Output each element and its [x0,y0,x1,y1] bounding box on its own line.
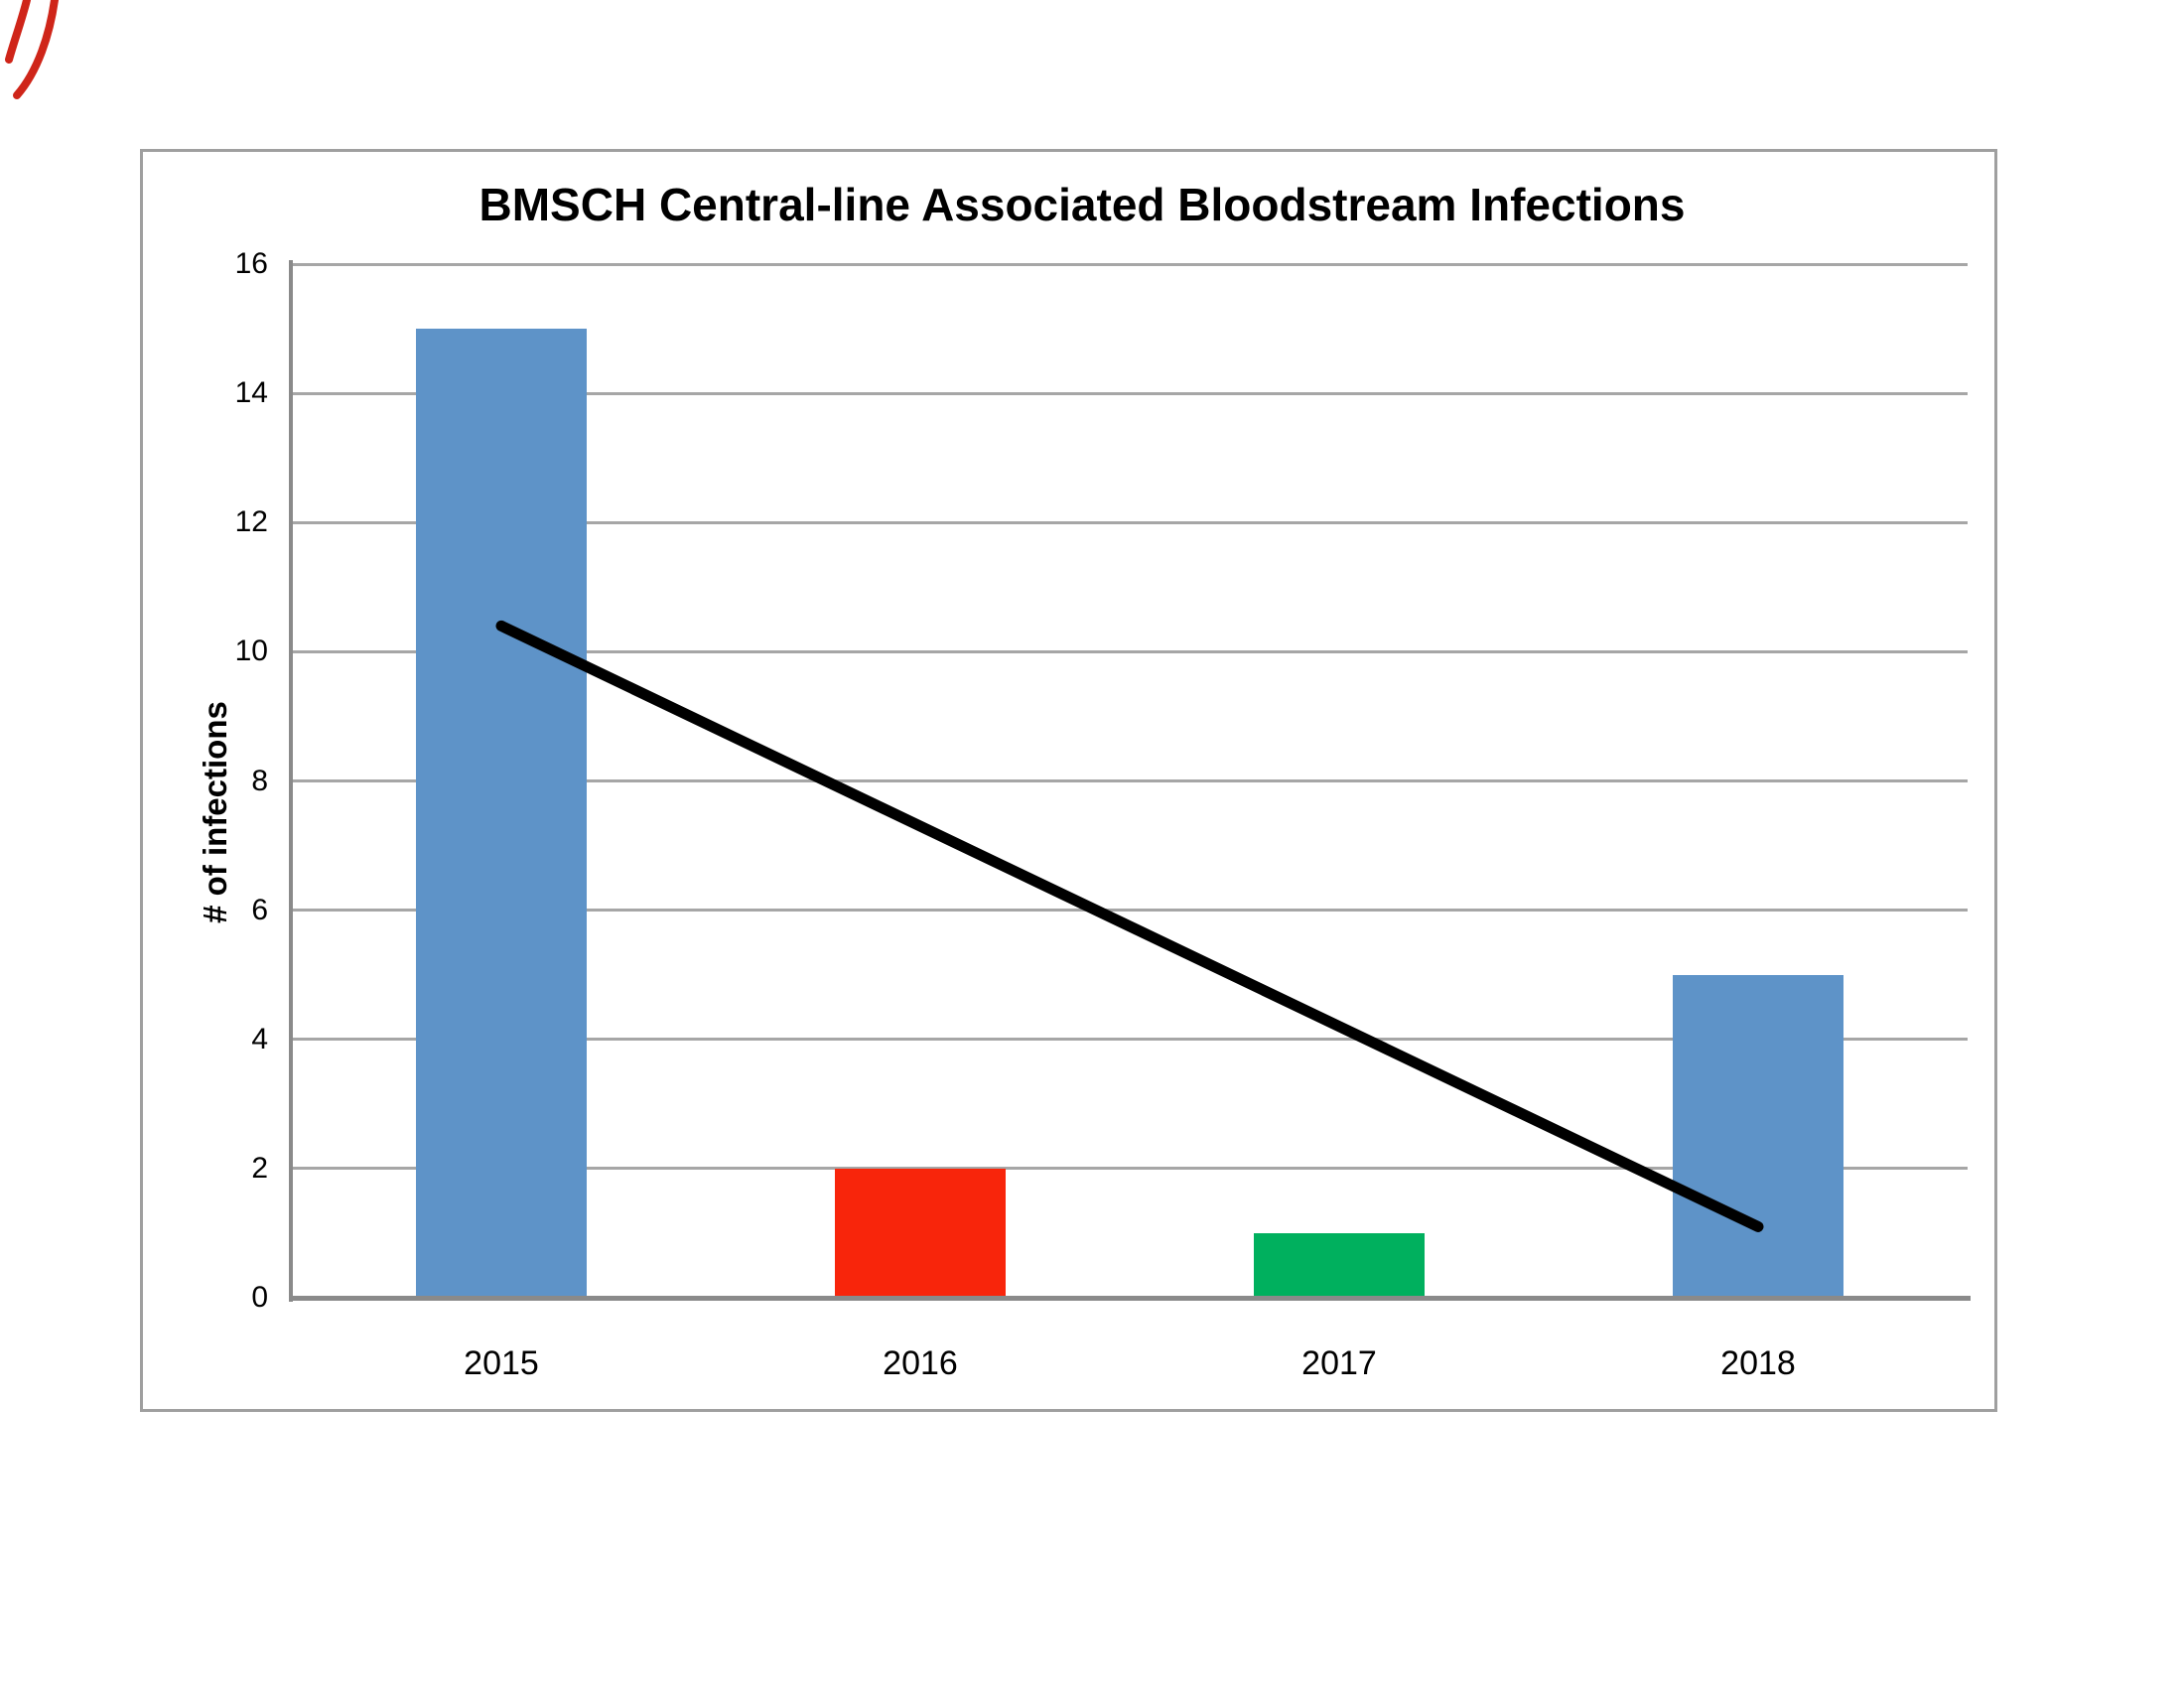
x-axis-label-2015: 2015 [464,1344,539,1382]
x-axis-label-2018: 2018 [1720,1344,1796,1382]
trendline [495,620,1764,1232]
x-axis-line [289,1296,1971,1301]
y-axis-tick-label: 10 [234,634,268,668]
bar-2015 [416,329,587,1298]
gridline [292,391,1968,395]
gridline [292,262,1968,266]
gridline [292,649,1968,653]
x-axis-label-2017: 2017 [1301,1344,1377,1382]
bar-2016 [835,1168,1006,1298]
chart-title: BMSCH Central-line Associated Bloodstrea… [478,179,1686,230]
x-axis-label-2016: 2016 [883,1344,958,1382]
y-axis-tick-label: 14 [234,376,268,410]
y-axis-tick-label: 0 [251,1281,268,1314]
y-axis-line [289,260,293,1302]
red-pen-mark [5,0,59,99]
bar-2017 [1254,1232,1425,1298]
y-axis-tick-label: 8 [251,764,268,797]
gridline [292,520,1968,524]
y-axis-tick-label: 4 [251,1022,268,1055]
y-axis-tick-label: 16 [234,247,268,280]
bar-2018 [1673,974,1843,1298]
y-axis-tick-label: 12 [234,505,268,539]
gridline [292,909,1968,913]
gridline [292,1167,1968,1171]
y-axis-tick-label: 2 [251,1151,268,1185]
gridline [292,779,1968,782]
gridline [292,1038,1968,1042]
y-axis-tick-label: 6 [251,893,268,926]
